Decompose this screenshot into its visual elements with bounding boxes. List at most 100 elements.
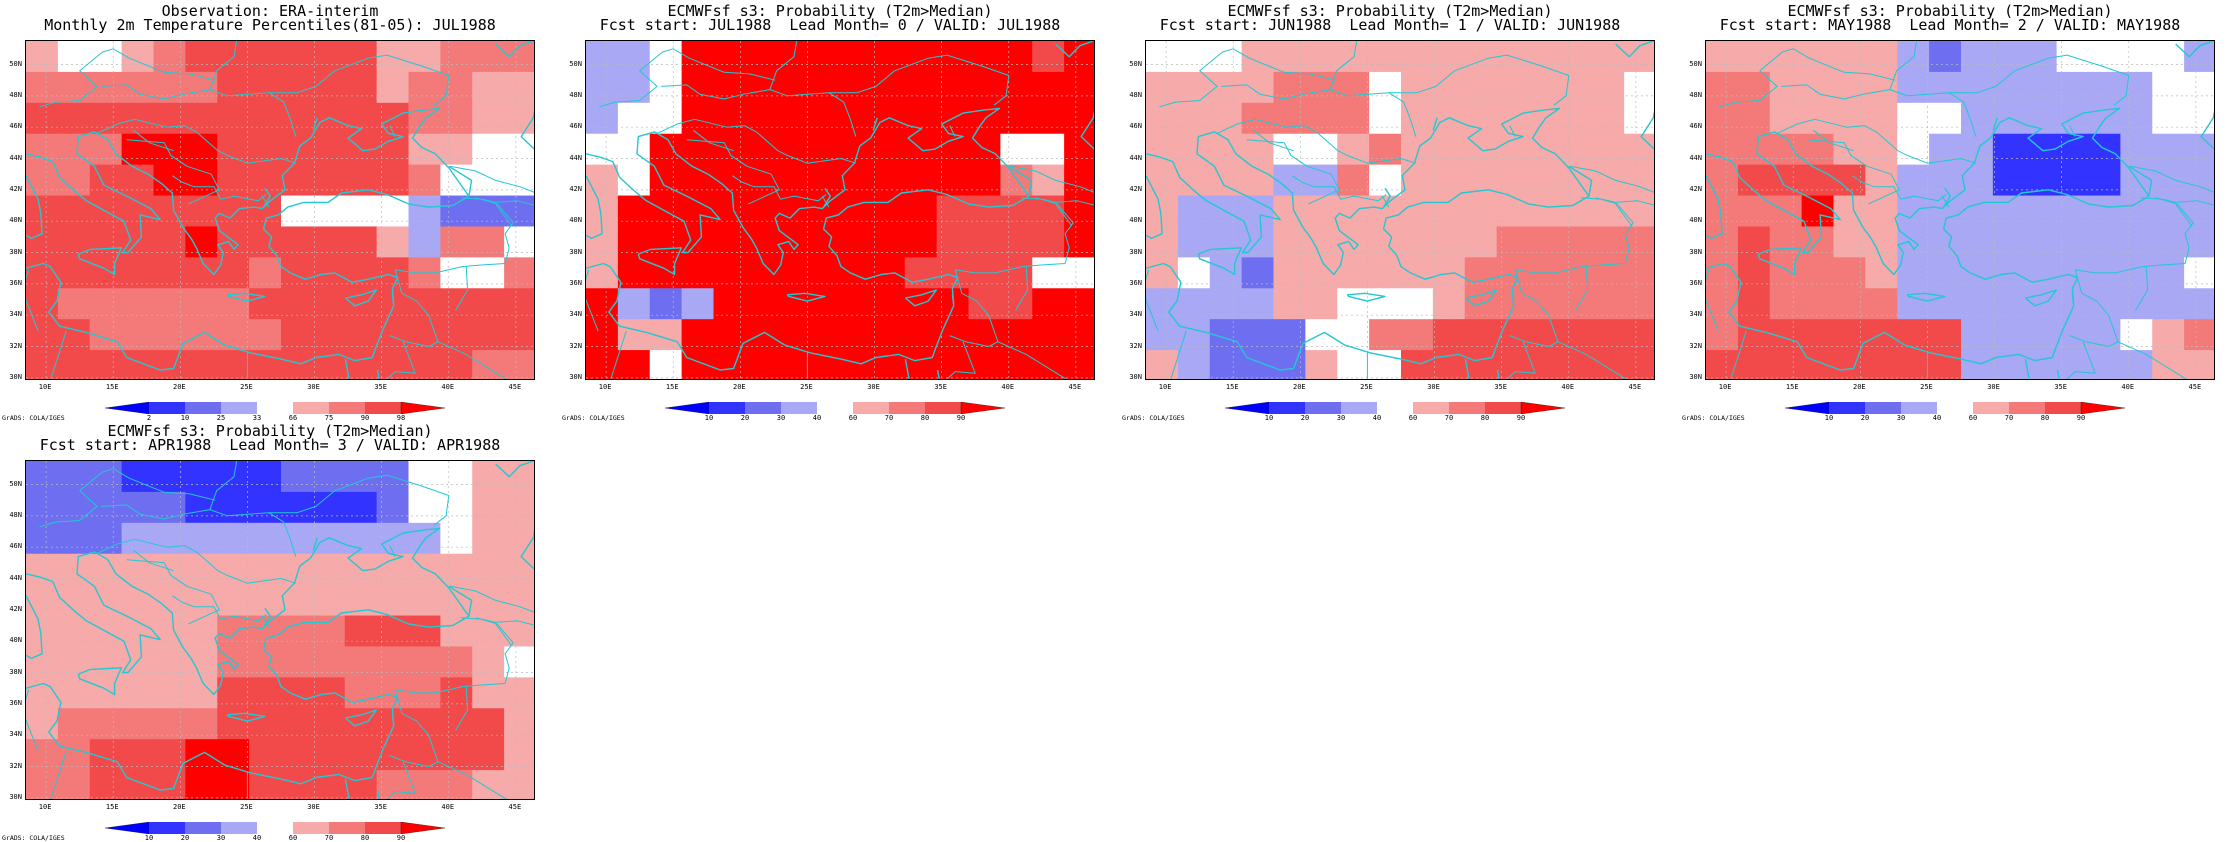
coastline (2024, 358, 2030, 379)
coastline (1146, 107, 1590, 371)
country-border (2140, 197, 2214, 206)
lon-tick-label: 40E (1001, 383, 1015, 391)
grid-cell (2056, 71, 2090, 104)
grid-cell (1177, 350, 1211, 379)
grid-cell (1273, 226, 1306, 258)
grid-cell (217, 71, 250, 104)
colorbar-swatch (1305, 402, 1341, 414)
lat-tick-label: 34N (1689, 310, 1702, 319)
grid-cell (1432, 41, 1466, 73)
grid-cell (440, 195, 473, 228)
coastline (2175, 41, 2214, 58)
coastline (1008, 165, 1033, 197)
coastline (520, 110, 534, 150)
grid-cell (89, 71, 123, 104)
lat-tick-label: 40N (9, 216, 22, 225)
grid-cell (408, 708, 441, 740)
grid-cell (153, 41, 186, 73)
grid-cell (472, 102, 505, 135)
grid-cell (2024, 195, 2058, 228)
grid-cell (185, 133, 218, 166)
grid-cell (1801, 102, 1835, 135)
country-border (2066, 341, 2096, 379)
grid-cell (185, 553, 218, 586)
grid-cell (649, 71, 683, 104)
grid-cell (1992, 195, 2026, 228)
grid-cell (1000, 319, 1033, 351)
grid-cell (1769, 226, 1803, 258)
grid-cell (713, 226, 746, 258)
lon-tick-label: 25E (240, 383, 253, 391)
grid-cell (1528, 350, 1561, 379)
lat-tick-label: 48N (9, 510, 22, 519)
colorbar-swatch (1901, 402, 1937, 414)
grid-cell (26, 491, 59, 524)
grid-cell (1833, 195, 1866, 228)
grid-cell (1305, 319, 1338, 351)
lat-tick-label: 38N (1129, 247, 1142, 256)
grid-cell (440, 350, 473, 379)
grid-cell (376, 319, 410, 351)
grid-cell (312, 708, 346, 740)
grid-cell (2184, 164, 2214, 197)
country-border (2069, 125, 2076, 137)
country-border (389, 125, 396, 137)
coastline (586, 175, 603, 240)
grid-cell (1177, 71, 1211, 104)
grid-cell (153, 71, 186, 104)
coastline (344, 358, 350, 379)
lon-tick-label: 45E (508, 803, 522, 811)
grid-cell (2056, 133, 2090, 166)
grid-cell (777, 350, 810, 379)
grid-cell (89, 491, 123, 524)
grid-cell (617, 102, 651, 135)
colorbar-swatch (960, 401, 1006, 415)
grid-cell (57, 522, 91, 555)
grid-cell (713, 102, 746, 135)
lon-tick-label: 35E (374, 803, 387, 811)
country-border (1388, 54, 1570, 106)
colorbar-label: 10 (1264, 414, 1274, 422)
lon-tick-label: 30E (867, 383, 880, 391)
grid-cell (745, 41, 778, 73)
colorbar-swatch (221, 402, 257, 414)
grid-cell (2088, 288, 2121, 320)
grid-cell (1177, 319, 1211, 351)
grid-cell (1560, 195, 1593, 228)
grid-cell (586, 164, 619, 197)
grid-cell (408, 195, 441, 228)
map-panel-observation: Observation: ERA-interim Monthly 2m Tempe… (0, 0, 540, 422)
grid-cell (1273, 350, 1306, 379)
grid-cell (57, 739, 91, 771)
grid-cell (1528, 71, 1561, 104)
grid-cell (1241, 288, 1275, 320)
grid-cell (217, 522, 250, 555)
grid-cell (1592, 319, 1625, 351)
lon-tick-label: 20E (1853, 383, 1866, 391)
grid-cell (1241, 102, 1275, 135)
coastline (1757, 247, 1803, 276)
grid-cell (1032, 288, 1065, 320)
grid-cell (89, 770, 123, 799)
grid-cell (312, 615, 346, 648)
coastline (226, 292, 266, 302)
grid-cell (872, 71, 906, 104)
grid-cell (121, 646, 155, 678)
lat-tick-label: 32N (1129, 341, 1142, 350)
map-title-line-2: Monthly 2m Temperature Percentiles(81-05… (44, 16, 496, 34)
grid-cell (1833, 71, 1866, 104)
grid-cell (713, 71, 746, 104)
grid-cell (472, 350, 505, 379)
country-border (1852, 175, 1947, 202)
grid-cell (1833, 41, 1866, 73)
grid-cell (586, 41, 619, 73)
grid-cell (344, 491, 378, 524)
colorbar-swatch (365, 402, 401, 414)
grid-cell (281, 350, 314, 379)
grid-cell (681, 350, 715, 379)
lat-tick-label: 46N (9, 542, 22, 551)
grid-cell (936, 164, 970, 197)
grid-cell (1992, 41, 2026, 73)
map-panel-lead-1: ECMWFsf s3: Probability (T2m>Median) Fcst… (1120, 0, 1660, 422)
lat-tick-label: 32N (569, 341, 582, 350)
